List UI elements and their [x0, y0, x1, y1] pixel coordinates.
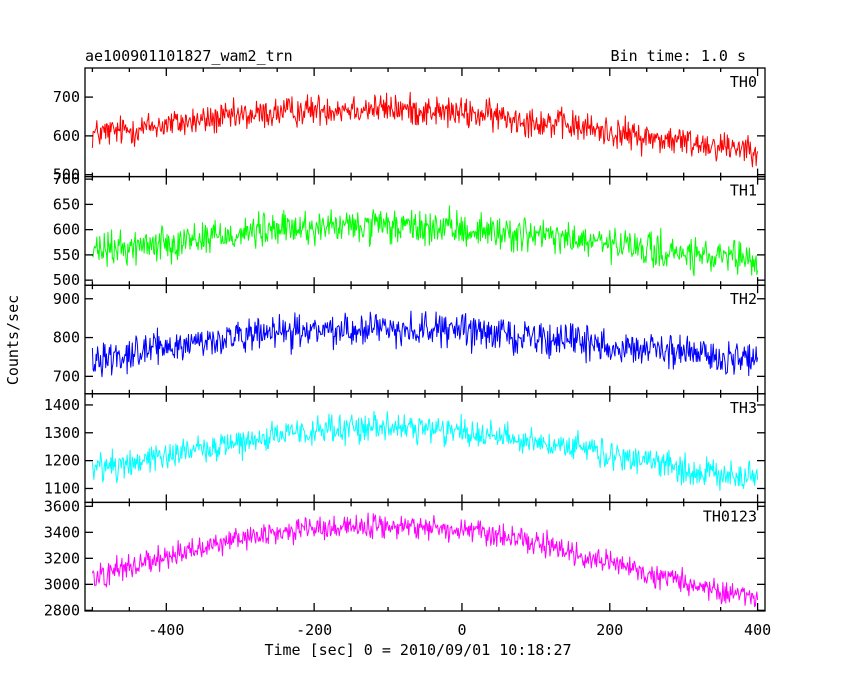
y-tick-label: 1400	[44, 396, 80, 414]
series-line-th0123	[91, 512, 759, 608]
y-tick-label: 500	[53, 271, 80, 289]
y-tick-label: 600	[53, 127, 80, 145]
series-line-th0	[91, 91, 759, 168]
y-tick-label: 3200	[44, 549, 80, 567]
y-tick-label: 800	[53, 329, 80, 347]
y-tick-label: 3600	[44, 497, 80, 515]
x-tick-label: 200	[596, 621, 623, 639]
panel-frame	[84, 501, 766, 612]
x-tick-label: -400	[148, 621, 184, 639]
y-tick-label: 700	[53, 88, 80, 106]
panel-th1: 500 550 600 650 700 TH1	[53, 170, 766, 289]
panel-label-th1: TH1	[730, 182, 757, 200]
panel-th2: 700 800 900 TH2	[53, 284, 766, 395]
y-tick-label: 2800	[44, 601, 80, 619]
x-axis-label: Time [sec] 0 = 2010/09/01 10:18:27	[264, 641, 571, 659]
x-tick-label: -200	[296, 621, 332, 639]
y-axis-label: Counts/sec	[4, 295, 22, 385]
series-line-th3	[91, 410, 759, 491]
panel-label-th2: TH2	[730, 290, 757, 308]
y-tick-label: 700	[53, 170, 80, 188]
x-tick-label: 400	[744, 621, 771, 639]
y-tick-label: 500	[53, 166, 80, 184]
chart-title-right: Bin time: 1.0 s	[611, 47, 746, 65]
panel-th3: 1100 1200 1300 1400 TH3	[44, 393, 766, 504]
y-tick-label: 700	[53, 367, 80, 385]
y-tick-label: 3400	[44, 523, 80, 541]
y-tick-label: 550	[53, 246, 80, 264]
series-line-th2	[91, 310, 759, 378]
panel-frame	[84, 284, 766, 395]
panel-label-th0123: TH0123	[703, 507, 757, 525]
y-tick-label: 1100	[44, 479, 80, 497]
y-tick-label: 600	[53, 221, 80, 239]
panel-label-th3: TH3	[730, 399, 757, 417]
y-tick-label: 1300	[44, 424, 80, 442]
panel-th0123: 2800 3000 3200 3400 3600 TH0123	[44, 497, 766, 619]
chart-title-left: ae100901101827_wam2_trn	[85, 47, 293, 65]
series-line-th1	[91, 205, 759, 277]
y-tick-label: 1200	[44, 452, 80, 470]
panel-th0: 500 600 700 TH0	[53, 67, 766, 184]
y-tick-label: 3000	[44, 575, 80, 593]
y-tick-label: 650	[53, 195, 80, 213]
x-tick-label: 0	[457, 621, 466, 639]
panel-label-th0: TH0	[730, 73, 757, 91]
y-tick-label: 900	[53, 290, 80, 308]
panels: 500 600 700 TH0 500 550 600 650 700 TH1 700 800 900 T…	[44, 67, 771, 639]
